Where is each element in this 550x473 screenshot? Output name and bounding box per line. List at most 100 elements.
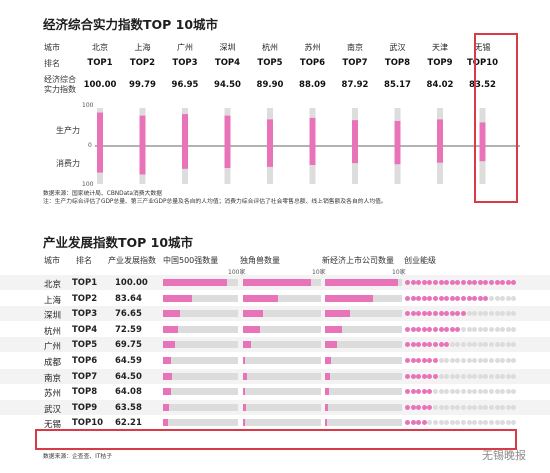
level-dot <box>433 295 438 301</box>
level-dot <box>449 404 455 410</box>
row-rank: TOP4 <box>72 324 98 335</box>
table-row: 无锡 TOP10 62.21 <box>0 415 550 430</box>
level-dot <box>416 404 422 410</box>
level-dot <box>455 373 461 379</box>
bar-listed <box>325 372 330 380</box>
bar-listed <box>325 419 328 427</box>
level-dot <box>472 342 478 348</box>
bar-c500 <box>163 310 180 318</box>
bar-track <box>163 279 238 286</box>
bar-unicorn <box>243 279 311 286</box>
level-dot <box>472 420 478 426</box>
level-dot <box>500 420 506 426</box>
level-dot <box>489 295 494 301</box>
chart2-title: 产业发展指数TOP 10城市 <box>43 235 194 250</box>
bar-listed <box>325 294 373 302</box>
table-row: 广州 TOP5 69.75 <box>0 337 550 353</box>
level-dot <box>466 280 472 285</box>
bar-track <box>243 388 321 396</box>
level-dot <box>421 342 427 348</box>
bar-c500 <box>163 325 178 333</box>
row-score: 83.64 <box>115 293 142 304</box>
bar-track <box>325 357 402 364</box>
level-dot <box>461 280 466 285</box>
level-dot <box>433 373 438 379</box>
level-dot <box>500 311 506 317</box>
bar-track <box>163 357 238 364</box>
chart1-plot <box>95 108 520 184</box>
column-header: 中国500强数量 <box>163 256 219 265</box>
axis-tick-zero: 0 <box>88 142 92 149</box>
bar-unicorn <box>243 388 246 396</box>
bar-unicorn <box>243 403 247 411</box>
score-label: 83.52 <box>469 80 496 90</box>
city-label: 杭州 <box>262 43 278 52</box>
level-dot <box>500 295 506 301</box>
row-label-score: 经济综合实力指数 <box>44 75 76 94</box>
bar-listed <box>325 388 329 396</box>
rank-label: TOP4 <box>214 58 241 68</box>
scale-label: 10家 <box>392 269 406 276</box>
level-dot <box>438 342 444 348</box>
column-header: 产业发展指数 <box>108 256 156 265</box>
bar-consumption <box>97 146 103 173</box>
rank-label: TOP3 <box>172 58 198 68</box>
bar-consumption <box>224 146 231 169</box>
level-dot <box>455 295 461 301</box>
level-dot <box>489 326 494 332</box>
level-dot <box>438 358 444 363</box>
level-dot <box>438 280 444 285</box>
level-dot <box>494 358 500 363</box>
level-dot <box>489 420 494 426</box>
city-label: 无锡 <box>474 43 491 52</box>
level-dot <box>500 280 506 285</box>
column-header: 创业能级 <box>404 256 436 265</box>
level-dot <box>410 420 416 426</box>
bar-listed <box>325 325 342 333</box>
level-dot <box>466 373 472 379</box>
level-dot <box>511 358 517 363</box>
level-dot <box>421 404 427 410</box>
bar-unicorn <box>243 341 251 349</box>
level-dot <box>494 326 500 332</box>
row-score: 63.58 <box>115 402 142 413</box>
level-dot <box>421 389 427 395</box>
bar-track <box>243 294 321 302</box>
bar-production <box>224 115 231 146</box>
level-dot <box>511 280 517 285</box>
level-dot <box>461 420 466 426</box>
level-dot <box>505 358 511 363</box>
level-dot <box>494 295 500 301</box>
row-city: 成都 <box>44 358 62 368</box>
row-city: 无锡 <box>44 420 62 431</box>
level-dot <box>461 358 466 363</box>
level-dot <box>461 326 466 332</box>
level-dot <box>438 404 444 410</box>
axis-tick-bottom: 100 <box>82 181 94 188</box>
level-dot <box>444 373 450 379</box>
level-dot <box>489 373 494 379</box>
bar-track <box>325 310 402 318</box>
row-rank: TOP5 <box>72 340 98 351</box>
bar-production <box>352 120 358 146</box>
level-dot <box>500 373 506 379</box>
level-dot <box>438 311 444 317</box>
level-dot <box>505 389 511 395</box>
level-dot <box>410 342 416 348</box>
row-score: 72.59 <box>115 324 142 335</box>
level-dot <box>461 295 466 301</box>
level-dot <box>438 420 444 426</box>
level-dot <box>427 420 433 426</box>
bar-track <box>243 310 321 318</box>
level-dot <box>466 326 472 332</box>
level-dot <box>433 326 438 332</box>
score-label: 84.02 <box>426 80 454 90</box>
level-dot <box>405 404 410 410</box>
bar-track <box>163 372 238 380</box>
level-dot <box>438 295 444 301</box>
bar-listed <box>325 279 399 286</box>
level-dot <box>461 373 466 379</box>
level-dot <box>477 358 483 363</box>
bar-track <box>243 341 321 349</box>
level-dot <box>416 358 422 363</box>
